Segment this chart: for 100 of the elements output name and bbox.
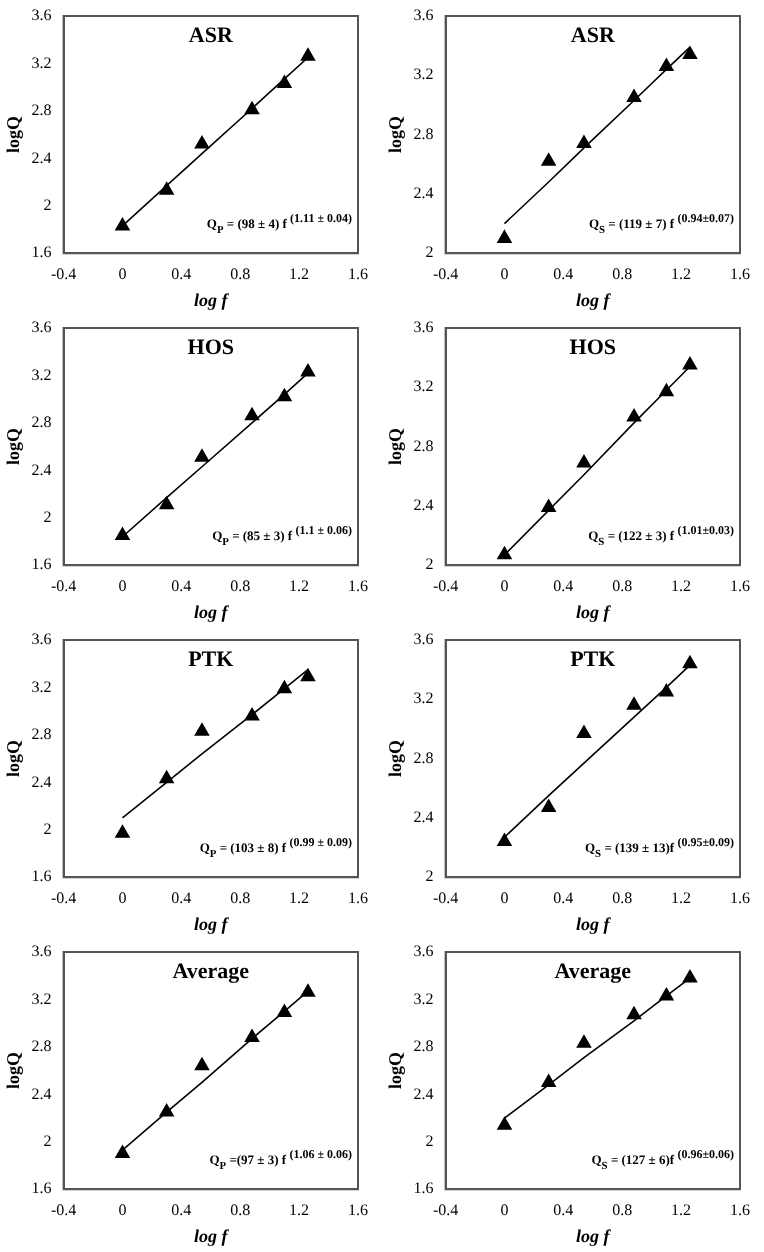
point	[497, 230, 512, 243]
y-tick-label: 2.4	[413, 496, 434, 515]
x-tick-label: 0.8	[230, 576, 251, 595]
x-tick-label: 1.6	[348, 1200, 368, 1219]
y-tick-label: 1.6	[413, 1179, 434, 1198]
x-tick-label: 1.2	[671, 888, 692, 907]
y-tick-label: 2.8	[413, 436, 434, 455]
y-tick-label: 3.6	[413, 630, 434, 649]
y-tick-label: 2	[43, 819, 52, 838]
point	[159, 182, 174, 195]
point	[626, 1006, 642, 1020]
x-tick-label: 0.4	[171, 576, 192, 595]
x-tick-label: 1.2	[671, 576, 692, 595]
point	[682, 46, 698, 60]
y-tick-label: 3.2	[413, 377, 434, 396]
x-axis-title: log f	[194, 1225, 230, 1246]
point	[300, 984, 316, 997]
y-tick-label: 3.2	[413, 989, 434, 1008]
y-axis-title: logQ	[385, 116, 406, 154]
x-axis-title: log f	[576, 913, 612, 934]
x-tick-label: 0	[500, 1200, 509, 1219]
y-tick-label: 2	[425, 243, 434, 262]
point	[576, 725, 592, 738]
x-tick-label: 0	[500, 888, 509, 907]
point	[659, 58, 674, 71]
chart-title: HOS	[187, 336, 235, 360]
x-tick-label: -0.4	[50, 264, 77, 283]
y-tick-label: 1.6	[31, 243, 52, 262]
y-tick-label: 3.2	[31, 677, 52, 696]
y-tick-label: 3.6	[413, 942, 434, 961]
x-tick-label: 1.6	[730, 1200, 750, 1219]
y-tick-label: 2.4	[31, 148, 52, 167]
chart-title: ASR	[570, 24, 615, 48]
x-tick-label: 0.8	[612, 264, 633, 283]
point	[115, 1145, 130, 1159]
point	[576, 454, 592, 468]
x-tick-label: 1.6	[730, 576, 750, 595]
point	[541, 1074, 556, 1087]
point	[300, 363, 316, 377]
x-tick-label: 0.8	[612, 1200, 633, 1219]
y-tick-label: 2.8	[31, 725, 52, 744]
point	[115, 527, 130, 541]
y-tick-label: 3.2	[31, 989, 52, 1008]
x-tick-label: 0	[500, 576, 509, 595]
y-tick-label: 2.4	[31, 772, 52, 791]
point	[626, 408, 642, 422]
x-tick-label: -0.4	[50, 1200, 77, 1219]
x-axis-title: log f	[194, 289, 230, 310]
point	[194, 1057, 210, 1071]
x-tick-label: 0.4	[553, 576, 574, 595]
y-tick-label: 3.6	[413, 6, 434, 25]
x-axis-title: log f	[576, 289, 612, 310]
y-tick-label: 2.8	[31, 413, 52, 432]
y-tick-label: 2	[425, 555, 434, 574]
point	[682, 970, 698, 983]
y-tick-label: 2.8	[413, 124, 434, 143]
point	[194, 136, 210, 149]
y-tick-label: 1.6	[31, 1179, 52, 1198]
x-tick-label: 0.4	[171, 264, 192, 283]
y-axis-title: logQ	[3, 428, 24, 466]
x-tick-label: 0.4	[171, 1200, 192, 1219]
x-tick-label: -0.4	[50, 576, 77, 595]
x-tick-label: 1.6	[730, 264, 750, 283]
point	[626, 89, 642, 103]
x-tick-label: -0.4	[432, 576, 459, 595]
chart-title: ASR	[188, 24, 233, 48]
x-axis-title: log f	[576, 601, 612, 622]
y-tick-label: 1.6	[31, 867, 52, 886]
y-tick-label: 3.6	[31, 318, 52, 337]
x-tick-label: 0.4	[553, 1200, 574, 1219]
point	[300, 668, 316, 682]
x-tick-label: 1.2	[289, 1200, 310, 1219]
y-tick-label: 2.8	[31, 101, 52, 120]
x-tick-label: -0.4	[50, 888, 77, 907]
x-tick-label: -0.4	[432, 1200, 459, 1219]
x-tick-label: 1.2	[289, 888, 310, 907]
y-tick-label: 2	[43, 195, 52, 214]
point	[244, 407, 260, 421]
point	[300, 48, 316, 61]
y-tick-label: 3.2	[413, 689, 434, 708]
x-tick-label: 0	[500, 264, 509, 283]
y-tick-label: 2.8	[413, 748, 434, 767]
x-tick-label: 0	[118, 576, 127, 595]
point	[159, 496, 174, 510]
x-tick-label: 1.6	[348, 888, 368, 907]
point	[244, 1029, 260, 1042]
y-tick-label: 1.6	[31, 555, 52, 574]
y-axis-title: logQ	[385, 428, 406, 466]
x-tick-label: 0.4	[553, 888, 574, 907]
x-tick-label: 1.6	[348, 576, 368, 595]
y-tick-label: 2	[43, 507, 52, 526]
chart-title: Average	[554, 960, 632, 984]
y-tick-label: 2.4	[31, 460, 52, 479]
y-tick-label: 3.6	[31, 630, 52, 649]
point	[497, 1117, 512, 1130]
chart-title: PTK	[570, 648, 616, 672]
y-tick-label: 2.8	[413, 1037, 434, 1056]
y-axis-title: logQ	[3, 116, 24, 154]
x-tick-label: 0.4	[171, 888, 192, 907]
x-axis-title: log f	[194, 601, 230, 622]
